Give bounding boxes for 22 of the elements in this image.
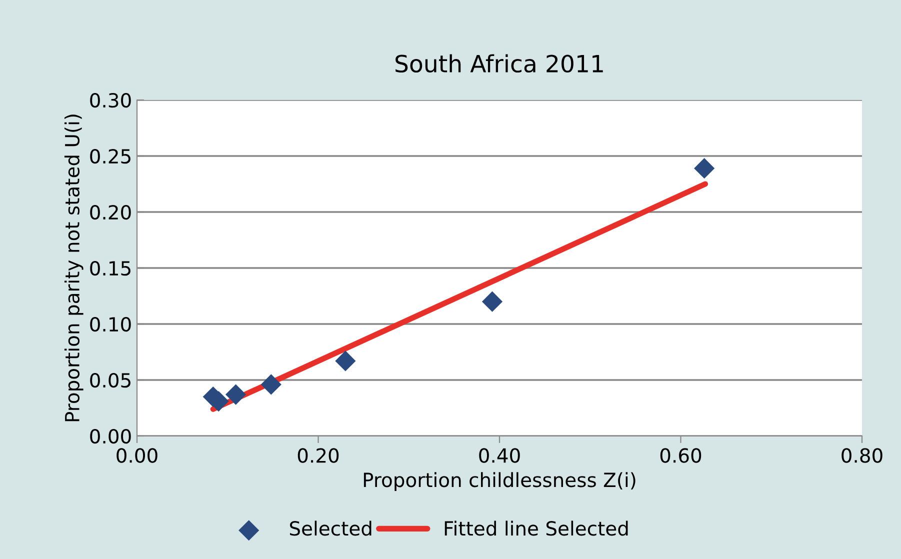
chart-title: South Africa 2011 xyxy=(396,54,603,73)
y-tick-label: 0.00 xyxy=(90,428,131,444)
x-tick-label: 0.80 xyxy=(842,448,882,463)
point xyxy=(335,350,356,372)
point xyxy=(225,384,246,405)
y-tick-label: 0.05 xyxy=(90,372,130,388)
point xyxy=(482,291,503,312)
y-tick-label: 0.10 xyxy=(90,316,131,332)
point xyxy=(694,158,715,179)
legend-label: Fitted line Selected xyxy=(444,520,628,536)
y-tick-label: 0.15 xyxy=(90,260,130,276)
point xyxy=(260,374,282,395)
x-tick-label: 0.20 xyxy=(298,448,339,463)
x-tick-label: 0.40 xyxy=(479,448,520,463)
y-tick-label: 0.20 xyxy=(90,204,131,220)
x-axis-title: Proportion childlessness Z(i) xyxy=(364,472,636,491)
y-axis-title: Proportion parity not stated U(i) xyxy=(64,114,84,422)
legend-label: Selected xyxy=(290,520,372,536)
x-tick-label: 0.60 xyxy=(660,448,702,463)
x-tick-label: 0.00 xyxy=(116,448,158,463)
y-tick-label: 0.25 xyxy=(90,148,130,164)
y-tick-label: 0.30 xyxy=(90,92,131,108)
